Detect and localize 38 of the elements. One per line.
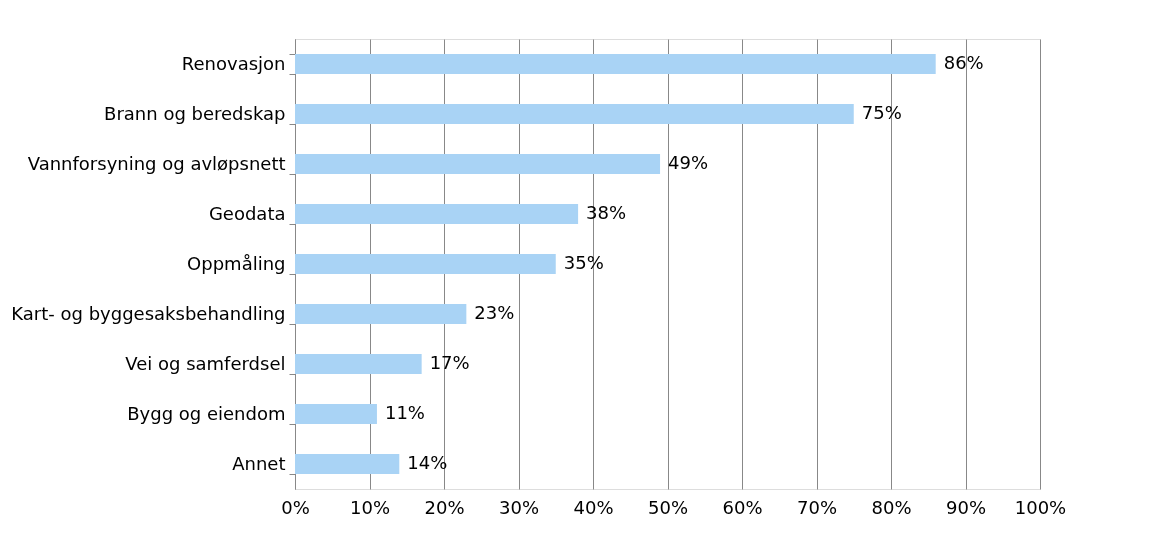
bar <box>295 304 467 324</box>
bar <box>295 404 377 424</box>
data-label: 17% <box>429 352 470 373</box>
y-tick-label: Oppmåling <box>187 252 286 274</box>
y-tick-label: Brann og beredskap <box>104 102 286 124</box>
y-tick-label: Vannforsyning og avløpsnett <box>27 152 286 174</box>
x-tick-label: 90% <box>945 496 987 518</box>
x-tick-label: 30% <box>498 496 540 518</box>
y-tick-label: Renovasjon <box>181 52 286 74</box>
x-tick-label: 80% <box>871 496 912 518</box>
bar <box>295 454 400 474</box>
bar <box>295 54 936 74</box>
data-label: 86% <box>943 52 984 73</box>
data-label: 11% <box>384 402 425 423</box>
x-tick-label: 50% <box>647 496 689 518</box>
bar <box>295 254 556 274</box>
data-label: 75% <box>861 102 902 123</box>
y-tick-label: Annet <box>232 452 286 474</box>
x-tick-label: 70% <box>796 496 838 518</box>
x-tick-label: 10% <box>349 496 391 518</box>
x-tick-label: 40% <box>573 496 614 518</box>
x-tick-label: 100% <box>1014 496 1067 518</box>
data-label: 38% <box>586 202 627 223</box>
y-tick-label: Vei og samferdsel <box>125 352 286 374</box>
y-tick-label: Geodata <box>208 202 286 224</box>
x-tick-label: 0% <box>281 496 310 518</box>
y-tick-label: Bygg og eiendom <box>127 402 286 424</box>
x-tick-label: 20% <box>424 496 465 518</box>
data-label: 23% <box>474 302 515 323</box>
y-tick-label: Kart- og byggesaksbehandling <box>11 302 286 324</box>
x-tick-label: 60% <box>722 496 763 518</box>
bar <box>295 104 854 124</box>
bar <box>295 204 579 224</box>
data-label: 35% <box>563 252 604 273</box>
data-label: 14% <box>407 452 448 473</box>
bar <box>295 154 661 174</box>
data-label: 49% <box>668 152 709 173</box>
bar <box>295 354 422 374</box>
